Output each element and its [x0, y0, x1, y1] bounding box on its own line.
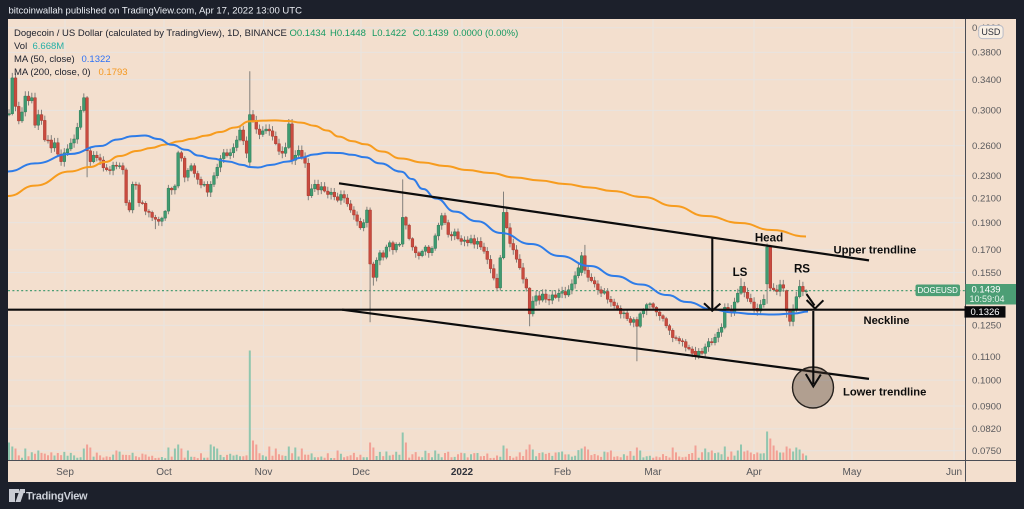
svg-text:USD: USD: [981, 27, 1001, 37]
svg-text:0.1100: 0.1100: [972, 352, 1001, 363]
svg-text:0.1250: 0.1250: [972, 321, 1001, 332]
svg-text:0.1326: 0.1326: [971, 307, 1000, 318]
svg-text:Apr: Apr: [746, 467, 762, 478]
svg-text:TradingView: TradingView: [26, 491, 88, 503]
svg-text:DOGEUSD: DOGEUSD: [917, 286, 958, 295]
svg-text:0.2100: 0.2100: [972, 193, 1001, 204]
svg-text:0.1000: 0.1000: [972, 375, 1001, 386]
svg-text:Upper trendline: Upper trendline: [834, 245, 917, 257]
svg-text:0.0820: 0.0820: [972, 424, 1001, 435]
svg-text:Lower trendline: Lower trendline: [843, 387, 926, 399]
svg-text:Dec: Dec: [352, 467, 370, 478]
svg-text:Dogecoin / US Dollar (calculat: Dogecoin / US Dollar (calculated by Trad…: [14, 28, 287, 39]
svg-text:Mar: Mar: [644, 467, 662, 478]
svg-text:10:59:04: 10:59:04: [970, 294, 1005, 304]
svg-text:RS: RS: [794, 263, 810, 276]
svg-text:Oct: Oct: [156, 467, 172, 478]
svg-text:Jun: Jun: [946, 467, 962, 478]
svg-text:2022: 2022: [451, 467, 474, 478]
svg-text:0.0000 (0.00%): 0.0000 (0.00%): [453, 28, 518, 39]
svg-text:0.1700: 0.1700: [972, 245, 1001, 256]
svg-text:MA (50, close): MA (50, close): [14, 54, 75, 65]
svg-text:C0.1439: C0.1439: [413, 28, 449, 39]
svg-text:0.1793: 0.1793: [99, 67, 128, 78]
svg-text:0.3000: 0.3000: [972, 106, 1001, 117]
svg-text:0.3400: 0.3400: [972, 75, 1001, 86]
svg-text:O0.1434: O0.1434: [290, 28, 326, 39]
svg-text:0.1439: 0.1439: [972, 285, 1001, 296]
svg-text:0.2300: 0.2300: [972, 171, 1001, 182]
svg-text:0.0900: 0.0900: [972, 401, 1001, 412]
svg-text:Head: Head: [755, 232, 783, 245]
svg-text:Sep: Sep: [56, 467, 74, 478]
svg-text:May: May: [843, 467, 862, 478]
svg-text:0.1900: 0.1900: [972, 218, 1001, 229]
svg-text:0.1550: 0.1550: [972, 268, 1001, 279]
svg-text:Neckline: Neckline: [864, 315, 910, 327]
svg-text:MA (200, close, 0): MA (200, close, 0): [14, 67, 91, 78]
svg-text:LS: LS: [733, 266, 748, 279]
svg-text:Vol: Vol: [14, 41, 27, 52]
svg-text:0.2600: 0.2600: [972, 141, 1001, 152]
svg-text:Nov: Nov: [255, 467, 273, 478]
svg-text:L0.1422: L0.1422: [372, 28, 406, 39]
svg-text:0.3800: 0.3800: [972, 48, 1001, 59]
svg-text:bitcoinwallah published on Tra: bitcoinwallah published on TradingView.c…: [9, 6, 303, 17]
svg-text:Feb: Feb: [554, 467, 572, 478]
svg-text:6.668M: 6.668M: [33, 41, 65, 52]
svg-text:H0.1448: H0.1448: [330, 28, 366, 39]
svg-text:0.0750: 0.0750: [972, 446, 1001, 457]
svg-text:0.1322: 0.1322: [82, 54, 111, 65]
